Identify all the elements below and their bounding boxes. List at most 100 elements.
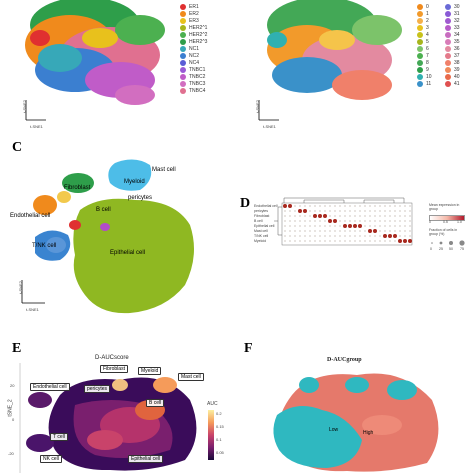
- dotplot-dot: [364, 205, 366, 207]
- dotplot-dot: [329, 205, 331, 207]
- legend-item: 11: [417, 81, 431, 87]
- dotplot-dot: [318, 214, 322, 218]
- dotplot-dot: [389, 225, 391, 227]
- legend-item: NC1: [180, 46, 199, 52]
- legend-item: 10: [417, 74, 432, 80]
- dotplot-dot: [399, 230, 401, 232]
- dotplot-dot: [403, 239, 407, 243]
- dotplot-dot: [394, 205, 396, 207]
- colorbar-tick: 0.05: [216, 450, 224, 455]
- dot-row-label: Epithelial cell: [254, 224, 275, 228]
- dotplot-dot: [409, 235, 411, 237]
- dotplot-dot: [394, 230, 396, 232]
- panel-d-dotplot: [274, 197, 413, 246]
- dotplot-dot: [329, 225, 331, 227]
- dotplot-dot: [379, 215, 381, 217]
- legend-item: 36: [445, 46, 460, 52]
- dotplot-dot: [314, 230, 316, 232]
- dotplot-dot: [303, 209, 307, 213]
- dotplot-dot: [374, 235, 376, 237]
- mean-expression-colorbar: [429, 215, 465, 221]
- dotplot-dot: [314, 225, 316, 227]
- dotplot-dot: [284, 215, 286, 217]
- dot-row-label: Fibroblast: [254, 214, 270, 218]
- dotplot-dot: [369, 240, 371, 242]
- dotplot-dot: [353, 224, 357, 228]
- dotplot-dot: [379, 210, 381, 212]
- fraction-tick: 25: [439, 247, 443, 251]
- colorbar-tick: 0.1: [216, 437, 222, 442]
- dotplot-dot: [399, 205, 401, 207]
- legend-item: 33: [445, 25, 460, 31]
- dotplot-dot: [409, 205, 411, 207]
- dotplot-dot: [339, 235, 341, 237]
- dotplot-dot: [329, 235, 331, 237]
- dotplot-dot: [324, 205, 326, 207]
- dotplot-dot: [299, 215, 301, 217]
- dotplot-dot: [309, 215, 311, 217]
- dotplot-dot: [344, 205, 346, 207]
- dotplot-dot: [309, 210, 311, 212]
- legend-item: 37: [445, 53, 460, 59]
- dotplot-dot: [299, 225, 301, 227]
- dotplot-dot: [369, 235, 371, 237]
- dotplot-dot: [404, 210, 406, 212]
- panel-a-xlabel: t-SNE1: [30, 124, 43, 129]
- dotplot-dot: [339, 230, 341, 232]
- fraction-title: Fraction of cells in group (%): [429, 228, 458, 236]
- panel-d: Endothelial cell pericytes Fibroblast B …: [254, 195, 469, 275]
- dotplot-dot: [394, 215, 396, 217]
- legend-item: 1: [417, 11, 429, 17]
- dotplot-dot: [409, 215, 411, 217]
- legend-item: 9: [417, 67, 429, 73]
- panel-a-tsne-plot: [25, 0, 165, 121]
- dotplot-dot: [299, 235, 301, 237]
- y-tick: 0: [12, 417, 15, 422]
- dotplot-dot: [294, 225, 296, 227]
- dotplot-dot: [334, 215, 336, 217]
- panel-a: t-SNE2 t-SNE1 ER1 ER2 ER3 HER2^1 HER2^2 …: [0, 0, 230, 160]
- dotplot-dot: [289, 210, 291, 212]
- dotplot-dot: [349, 235, 351, 237]
- dotplot-dot: [319, 210, 321, 212]
- legend-item: HER2^1: [180, 25, 207, 31]
- dotplot-dot: [294, 210, 296, 212]
- dotplot-dot: [384, 210, 386, 212]
- dotplot-dot: [389, 240, 391, 242]
- auc-colorbar: [208, 410, 214, 460]
- cluster-label-b-cell: B cell: [146, 399, 165, 407]
- dotplot-dot: [319, 235, 321, 237]
- dotplot-dot: [339, 220, 341, 222]
- panel-c-xlabel: t-SNE1: [26, 307, 39, 312]
- dotplot-dot: [364, 240, 366, 242]
- dotplot-dot: [384, 215, 386, 217]
- dotplot-dot: [399, 235, 401, 237]
- cluster-label-b-cell: B cell: [96, 207, 111, 213]
- dotplot-dot: [283, 204, 287, 208]
- dotplot-dot: [294, 240, 296, 242]
- dotplot-dot: [324, 220, 326, 222]
- legend-item: 3: [417, 25, 429, 31]
- dotplot-dot: [364, 215, 366, 217]
- colorbar-tick: 0: [429, 220, 431, 224]
- dotplot-dot: [314, 220, 316, 222]
- panel-c-tsne-plot: [21, 159, 194, 314]
- dot-row-label: Endothelial cell: [254, 204, 278, 208]
- dotplot-dot: [389, 205, 391, 207]
- dotplot-dot: [294, 205, 296, 207]
- dotplot-dot: [344, 210, 346, 212]
- dotplot-dot: [298, 209, 302, 213]
- cluster-label-myeloid: Myeloid: [138, 367, 162, 375]
- dotplot-dot: [369, 220, 371, 222]
- dotplot-dot: [319, 205, 321, 207]
- dotplot-dot: [354, 220, 356, 222]
- cluster-label-pericytes: pericytes: [128, 195, 153, 201]
- cluster-label-endothelial: Endothelial cell: [30, 383, 70, 391]
- dotplot-dot: [344, 220, 346, 222]
- dotplot-dot: [384, 225, 386, 227]
- dotplot-dot: [319, 240, 321, 242]
- dotplot-dot: [359, 230, 361, 232]
- legend-item: 32: [445, 18, 460, 24]
- dotplot-dot: [404, 225, 406, 227]
- dotplot-dot: [354, 210, 356, 212]
